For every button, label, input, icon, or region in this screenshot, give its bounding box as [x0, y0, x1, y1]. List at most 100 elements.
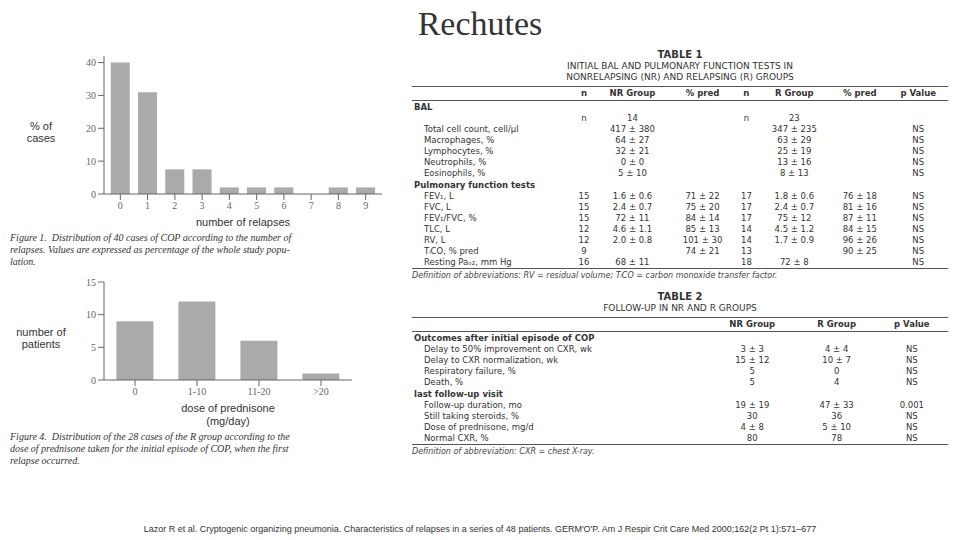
svg-text:>20: >20	[313, 386, 329, 397]
html-text:417 ± 380: 417 ± 380	[609, 124, 655, 134]
html-text:81 ± 16: 81 ± 16	[842, 202, 877, 212]
html-text:NS: NS	[912, 168, 925, 178]
html-text:TLC, L: TLC, L	[424, 224, 450, 234]
html-text:% pred: % pred	[685, 88, 720, 98]
html-text:14: 14	[741, 224, 752, 234]
html-text:TABLE 1: TABLE 1	[657, 49, 703, 60]
html-text:84 ± 14: 84 ± 14	[685, 213, 720, 223]
html-text:14: 14	[741, 235, 752, 245]
html-text:number of relapses: number of relapses	[195, 216, 291, 228]
html-text:2.4 ± 0.7: 2.4 ± 0.7	[612, 202, 653, 212]
svg-text:5: 5	[254, 200, 259, 211]
html-text:NS: NS	[912, 191, 925, 201]
html-text:dose of prednisone (mg/day): dose of prednisone (mg/day)	[181, 402, 275, 427]
html-text:RV, L: RV, L	[424, 235, 446, 245]
html-text:5 ± 10: 5 ± 10	[618, 168, 647, 178]
html-text:4.6 ± 1.1: 4.6 ± 1.1	[612, 224, 653, 234]
html-text:17: 17	[741, 213, 752, 223]
html-text:84 ± 15: 84 ± 15	[842, 224, 877, 234]
html-text:64 ± 27: 64 ± 27	[615, 135, 650, 145]
html-text:FEV₁/FVC, %: FEV₁/FVC, %	[424, 213, 477, 223]
html-text:13 ± 16: 13 ± 16	[777, 157, 812, 167]
html-text:15: 15	[578, 213, 590, 223]
html-text:Macrophages, %: Macrophages, %	[424, 135, 495, 145]
html-text:NS: NS	[912, 157, 925, 167]
svg-text:0: 0	[91, 189, 96, 200]
html-text:Figure 4. Distribution of the: Figure 4. Distribution of the 28 cases o…	[10, 431, 290, 466]
svg-text:10: 10	[86, 309, 96, 320]
html-text:% pred: % pred	[843, 88, 877, 98]
svg-text:1-10: 1-10	[188, 386, 206, 397]
html-text:87 ± 11: 87 ± 11	[842, 213, 877, 223]
svg-text:6: 6	[281, 200, 286, 211]
html-text:23: 23	[788, 113, 800, 123]
html-text:1.7 ± 0.9: 1.7 ± 0.9	[774, 235, 815, 245]
html-text:76 ± 18: 76 ± 18	[842, 191, 877, 201]
html-text:NS: NS	[912, 224, 925, 234]
html-text:2.4 ± 0.7: 2.4 ± 0.7	[774, 202, 815, 212]
html-text:101 ± 30: 101 ± 30	[682, 235, 723, 245]
html-text:R Group: R Group	[775, 88, 814, 98]
html-text:TABLE 2: TABLE 2	[657, 291, 703, 302]
html-text:15: 15	[578, 202, 590, 212]
html-text:Figure 1. Distribution of 40 c: Figure 1. Distribution of 40 cases of CO…	[10, 232, 292, 267]
html-text:32 ± 21: 32 ± 21	[615, 146, 650, 156]
html-text:NS: NS	[912, 146, 925, 156]
svg-text:5: 5	[91, 342, 96, 353]
html-text:25 ± 19: 25 ± 19	[777, 146, 812, 156]
html-text:NS: NS	[912, 124, 925, 134]
html-text:0 ± 0: 0 ± 0	[620, 157, 645, 167]
html-text:12: 12	[578, 224, 590, 234]
html-text:NS: NS	[912, 202, 925, 212]
html-text:Rechutes: Rechutes	[417, 5, 543, 42]
svg-text:10: 10	[86, 156, 96, 167]
svg-text:15: 15	[86, 277, 96, 288]
html-text:number of patients: number of patients	[16, 326, 66, 350]
svg-text:0: 0	[91, 375, 96, 386]
svg-text:4: 4	[227, 200, 232, 211]
html-text:Eosinophils, %: Eosinophils, %	[424, 168, 486, 178]
svg-text:3: 3	[200, 200, 205, 211]
svg-text:7: 7	[309, 200, 314, 211]
html-text:75 ± 20: 75 ± 20	[685, 202, 720, 212]
html-text:p Value: p Value	[900, 88, 936, 98]
html-text:71 ± 22: 71 ± 22	[685, 191, 720, 201]
html-text:2.0 ± 0.8: 2.0 ± 0.8	[612, 235, 653, 245]
html-text:% of cases: % of cases	[26, 120, 56, 144]
html-text:1.6 ± 0.6: 1.6 ± 0.6	[612, 191, 653, 201]
svg-text:2: 2	[172, 200, 177, 211]
svg-text:11-20: 11-20	[248, 386, 271, 397]
html-text:4.5 ± 1.2: 4.5 ± 1.2	[774, 224, 815, 234]
svg-text:40: 40	[86, 57, 96, 68]
html-text:BAL: BAL	[414, 102, 433, 112]
svg-text:0: 0	[133, 386, 138, 397]
html-text:INITIAL BAL AND PULMONARY FUNC: INITIAL BAL AND PULMONARY FUNCTION TESTS…	[566, 61, 794, 82]
html-text:FEV₁, L: FEV₁, L	[424, 191, 454, 201]
html-text:NR Group: NR Group	[609, 88, 656, 98]
html-text:75 ± 12: 75 ± 12	[777, 213, 812, 223]
html-text:Total cell count, cell/μl: Total cell count, cell/μl	[424, 124, 519, 134]
html-text:Neutrophils, %: Neutrophils, %	[424, 157, 487, 167]
html-text:12: 12	[578, 235, 590, 245]
html-text:85 ± 13: 85 ± 13	[685, 224, 720, 234]
html-text:63 ± 29: 63 ± 29	[777, 135, 812, 145]
html-text:72 ± 11: 72 ± 11	[615, 213, 650, 223]
html-text:Lymphocytes, %: Lymphocytes, %	[424, 146, 494, 156]
svg-text:20: 20	[86, 123, 96, 134]
html-text:Pulmonary function tests: Pulmonary function tests	[414, 180, 535, 190]
html-text:FVC, L: FVC, L	[424, 202, 451, 212]
html-text:1.8 ± 0.6: 1.8 ± 0.6	[774, 191, 815, 201]
html-text:17: 17	[741, 202, 752, 212]
html-text:NS: NS	[912, 213, 925, 223]
svg-text:1: 1	[145, 200, 150, 211]
html-text:15: 15	[578, 191, 590, 201]
svg-text:0: 0	[118, 200, 123, 211]
html-text:17: 17	[741, 191, 752, 201]
html-text:14: 14	[627, 113, 638, 123]
html-text:8 ± 13: 8 ± 13	[779, 168, 809, 178]
html-text:347 ± 235: 347 ± 235	[771, 124, 817, 134]
svg-text:8: 8	[336, 200, 341, 211]
svg-text:30: 30	[86, 90, 96, 101]
html-text:NS: NS	[912, 135, 925, 145]
svg-text:9: 9	[363, 200, 368, 211]
